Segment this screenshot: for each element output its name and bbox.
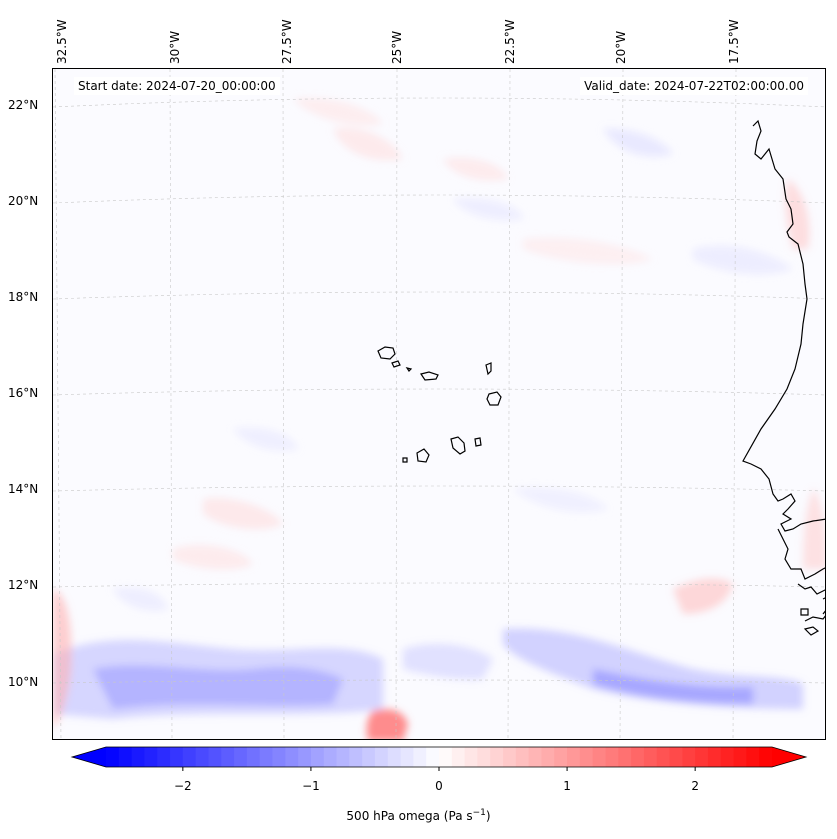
colorbar-segment [387,747,402,767]
colorbar-segment [579,747,594,767]
colorbar-tick-label: 0 [435,779,443,793]
colorbar-segment [362,747,376,767]
colorbar-segment [733,747,747,767]
latitude-label: 16°N [8,386,39,400]
colorbar-segment [272,747,286,767]
colorbar-segment [118,747,133,767]
latitude-label: 10°N [8,675,39,689]
colorbar-tick-label: 1 [563,779,571,793]
cape-verde-islands [377,346,502,463]
colorbar-segment [707,747,722,767]
latitude-label: 14°N [8,482,39,496]
colorbar-segment [682,747,696,767]
colorbar-segment [618,747,632,767]
colorbar-segment [720,747,735,767]
colorbar-segment [106,747,120,767]
longitude-label: 22.5°W [503,19,517,64]
colorbar-max-extension [772,747,806,767]
colorbar-segment [439,747,453,767]
colorbar-segment [234,747,248,767]
colorbar-segment [695,747,709,767]
omega-field-map [53,69,825,739]
longitude-label: 30°W [168,30,182,64]
colorbar-segment [490,747,504,767]
colorbar-segment [451,747,466,767]
longitude-label: 20°W [614,30,628,64]
colorbar-segment [413,747,427,767]
colorbar-segment [131,747,145,767]
colorbar-segment [400,747,414,767]
colorbar-label: 500 hPa omega (Pa s−1) [346,808,491,823]
colorbar-segment [554,747,568,767]
colorbar-segment [208,747,222,767]
african-coastline [742,119,825,636]
colorbar-segment [426,747,440,767]
colorbar-min-extension [72,747,106,767]
colorbar-segment [374,747,389,767]
latitude-label: 22°N [8,98,39,112]
longitude-label: 27.5°W [280,19,294,64]
omega-shading [53,98,825,739]
colorbar-segment [349,747,363,767]
colorbar-segment [669,747,683,767]
colorbar-segment [515,747,530,767]
colorbar-tick-label: 2 [691,779,699,793]
colorbar-tick-label: −1 [302,779,320,793]
colorbar-segment [310,747,325,767]
colorbar-segment [298,747,312,767]
colorbar-segment [605,747,619,767]
colorbar-segment [157,747,171,767]
colorbar-segment [323,747,338,767]
latitude-label: 20°N [8,194,39,208]
colorbar-segment [259,747,273,767]
colorbar-segment [246,747,261,767]
longitude-label: 17.5°W [727,19,741,64]
colorbar [70,746,808,771]
colorbar-segment [477,747,491,767]
colorbar-segment [541,747,555,767]
colorbar-segment [182,747,197,767]
colorbar-outline [70,746,808,768]
colorbar-tick-label: −2 [173,779,192,793]
colorbar-segment [656,747,671,767]
colorbar-segment [746,747,760,767]
colorbar-segment [144,747,158,767]
colorbar-segment [567,747,581,767]
colorbar-segment [170,747,184,767]
colorbar-segment [643,747,658,767]
colorbar-segment [464,747,478,767]
colorbar-segment [528,747,542,767]
latitude-label: 18°N [8,290,39,304]
map-panel [52,68,826,740]
colorbar-segment [195,747,209,767]
valid-date-label: Valid_date: 2024-07-22T02:00:00.00 [580,77,808,95]
colorbar-segment [336,747,350,767]
colorbar-segment [592,747,606,767]
graticule [53,69,825,739]
colorbar-segment [759,747,773,767]
longitude-label: 25°W [390,30,404,64]
longitude-label: 32.5°W [55,19,69,64]
colorbar-segment [631,747,645,767]
start-date-label: Start date: 2024-07-20_00:00:00 [74,77,280,95]
latitude-label: 12°N [8,578,39,592]
colorbar-segment [285,747,299,767]
colorbar-segment [503,747,517,767]
colorbar-segment [221,747,235,767]
